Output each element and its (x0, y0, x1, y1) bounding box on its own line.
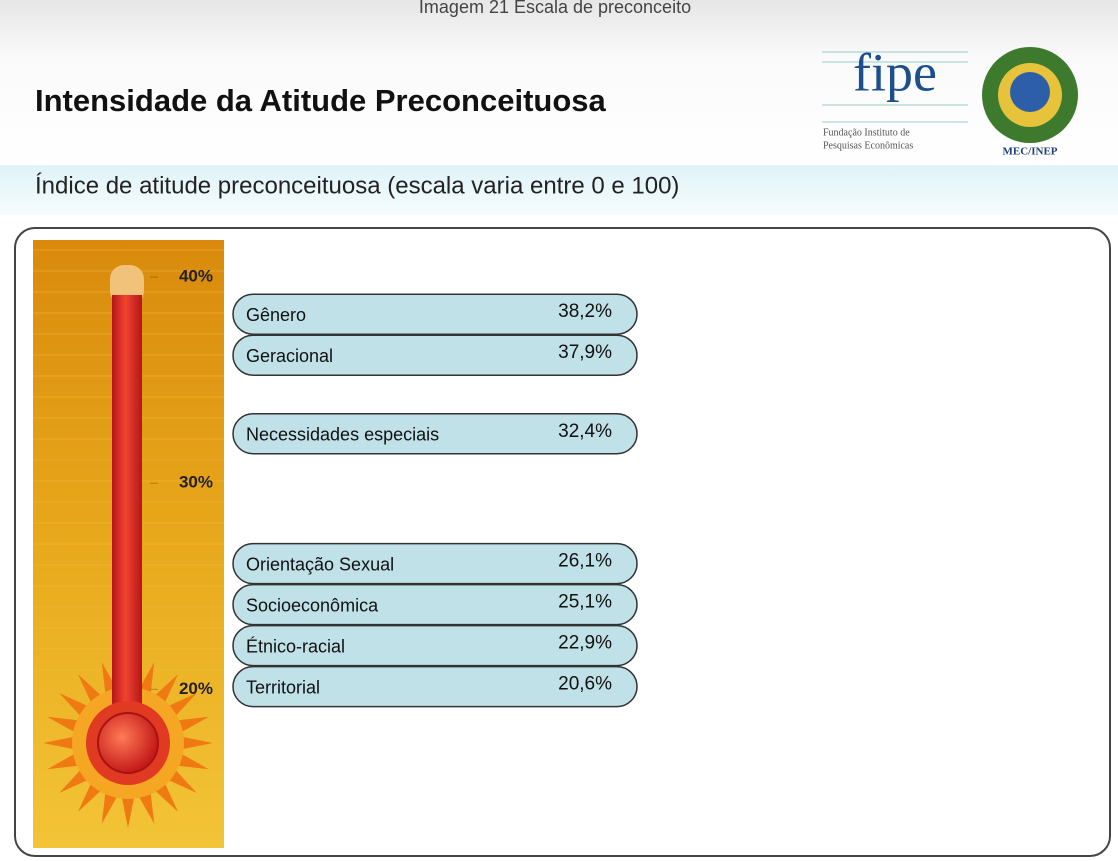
bulb (98, 713, 158, 773)
value-label: 26,1% (558, 551, 612, 572)
category-label: Socioeconômica (246, 595, 379, 615)
subtitle: Índice de atitude preconceituosa (escala… (35, 172, 679, 199)
caption: Imagem 21 Escala de preconceito (419, 0, 691, 17)
fipe-line: Fundação Instituto de (823, 127, 910, 138)
slide: Imagem 21 Escala de preconceito Intensid… (0, 0, 1118, 861)
value-label: 20,6% (558, 674, 612, 695)
value-label: 22,9% (558, 633, 612, 654)
y-tick-label: 40% (179, 267, 213, 286)
category-label: Geracional (246, 346, 333, 366)
y-tick-label: 30% (179, 473, 213, 492)
fipe-wordmark: fipe (853, 42, 937, 102)
fipe-line: Pesquisas Econômicas (823, 140, 913, 151)
value-label: 25,1% (558, 592, 612, 613)
y-tick-label: 20% (179, 679, 213, 698)
value-label: 37,9% (558, 342, 612, 363)
tube (112, 295, 142, 715)
category-label: Orientação Sexual (246, 554, 394, 574)
category-label: Étnico-racial (246, 636, 345, 656)
mec-label: MEC/INEP (1003, 146, 1058, 158)
value-label: 32,4% (558, 421, 612, 442)
category-label: Territorial (246, 677, 320, 697)
category-label: Gênero (246, 305, 306, 325)
title: Intensidade da Atitude Preconceituosa (35, 83, 607, 118)
category-label: Necessidades especiais (246, 424, 439, 444)
value-label: 38,2% (558, 301, 612, 322)
